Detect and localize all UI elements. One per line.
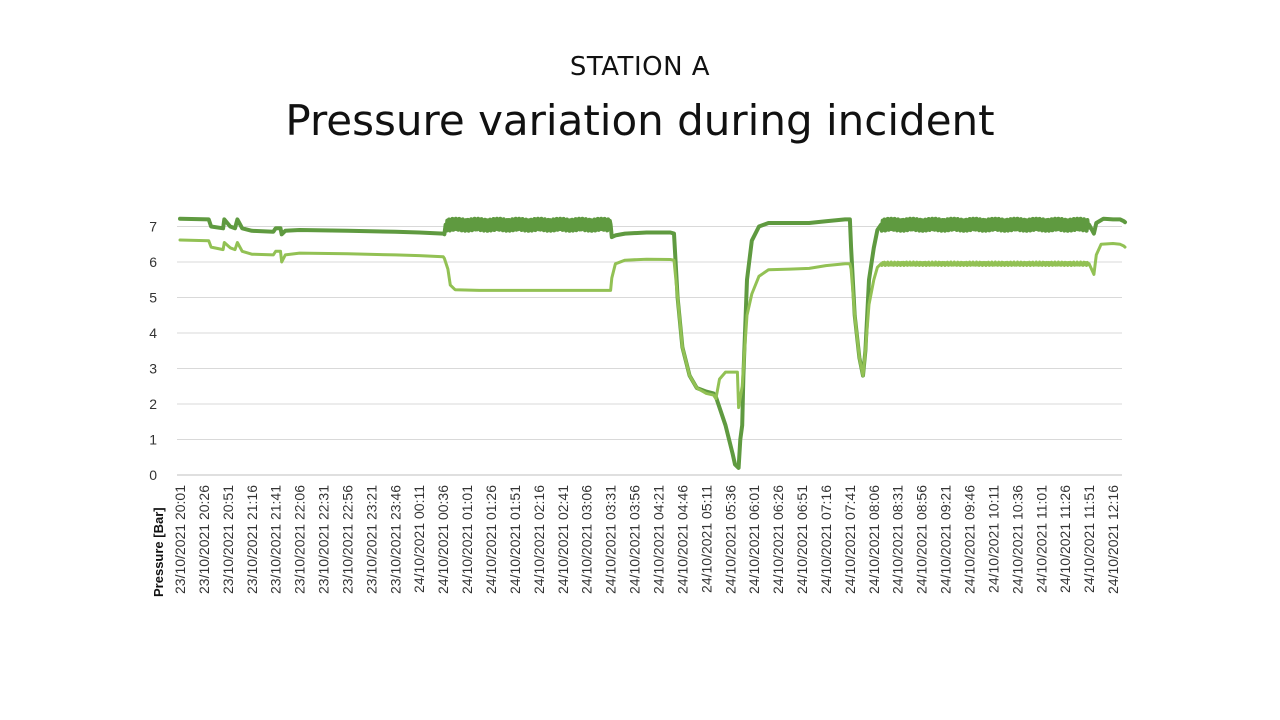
x-tick-label: 23/10/2021 22:56 [339, 485, 355, 594]
series-line-1 [178, 216, 1127, 470]
x-tick-label: 24/10/2021 09:46 [961, 485, 977, 594]
y-axis-label: Pressure [Bar] [151, 507, 166, 597]
x-tick-label: 24/10/2021 11:26 [1057, 485, 1073, 593]
y-tick-label: 3 [149, 361, 157, 377]
x-tick-label: 24/10/2021 04:21 [650, 485, 666, 594]
x-tick-label: 24/10/2021 01:51 [507, 485, 523, 594]
x-tick-label: 24/10/2021 10:11 [985, 485, 1001, 593]
x-axis-ticks: 23/10/2021 20:01 23/10/2021 20:26 23/10/20… [172, 485, 1121, 594]
x-tick-label: 24/10/2021 08:06 [866, 485, 882, 594]
x-tick-label: 24/10/2021 07:41 [842, 485, 858, 594]
y-tick-label: 4 [149, 325, 157, 341]
x-tick-label: 23/10/2021 22:06 [292, 485, 308, 594]
y-tick-label: 2 [149, 396, 157, 412]
y-tick-label: 5 [149, 290, 157, 306]
x-tick-label: 24/10/2021 10:36 [1009, 485, 1025, 594]
x-tick-label: 24/10/2021 00:11 [411, 485, 427, 593]
x-tick-label: 24/10/2021 04:46 [674, 485, 690, 594]
y-tick-label: 0 [149, 467, 157, 483]
x-tick-label: 23/10/2021 23:21 [363, 485, 379, 594]
x-tick-label: 23/10/2021 21:41 [268, 485, 284, 594]
x-tick-label: 23/10/2021 20:26 [196, 485, 212, 594]
series-line-2 [178, 238, 1127, 410]
x-tick-label: 23/10/2021 20:51 [220, 485, 236, 594]
y-axis-ticks: 0 1 2 3 4 5 6 7 [149, 219, 157, 484]
x-tick-label: 24/10/2021 02:16 [531, 485, 547, 594]
y-tick-label: 1 [149, 432, 157, 448]
x-tick-label: 24/10/2021 06:26 [770, 485, 786, 594]
x-tick-label: 24/10/2021 08:56 [914, 485, 930, 594]
series-lines [178, 216, 1127, 470]
x-tick-label: 24/10/2021 01:01 [459, 485, 475, 594]
y-tick-label: 7 [149, 219, 157, 235]
x-tick-label: 24/10/2021 03:06 [579, 485, 595, 594]
x-tick-label: 23/10/2021 20:01 [172, 485, 188, 594]
x-tick-label: 24/10/2021 06:01 [746, 485, 762, 594]
x-tick-label: 24/10/2021 02:41 [555, 485, 571, 594]
x-tick-label: 24/10/2021 03:31 [603, 485, 619, 594]
chart-subtitle: STATION A [569, 52, 711, 82]
x-tick-label: 23/10/2021 22:31 [316, 485, 332, 594]
chart-title: Pressure variation during incident [285, 96, 995, 145]
y-tick-label: 6 [149, 254, 157, 270]
x-tick-label: 24/10/2021 11:01 [1033, 485, 1049, 593]
x-tick-label: 24/10/2021 12:16 [1105, 485, 1121, 594]
x-tick-label: 24/10/2021 00:36 [435, 485, 451, 594]
x-tick-label: 24/10/2021 01:26 [483, 485, 499, 594]
x-tick-label: 23/10/2021 23:46 [387, 485, 403, 594]
x-tick-label: 24/10/2021 03:56 [627, 485, 643, 594]
x-tick-label: 23/10/2021 21:16 [244, 485, 260, 594]
x-tick-label: 24/10/2021 05:36 [722, 485, 738, 594]
x-tick-label: 24/10/2021 08:31 [890, 485, 906, 594]
x-tick-label: 24/10/2021 06:51 [794, 485, 810, 594]
x-tick-label: 24/10/2021 05:11 [698, 485, 714, 593]
x-tick-label: 24/10/2021 09:21 [938, 485, 954, 594]
x-tick-label: 24/10/2021 07:16 [818, 485, 834, 594]
x-tick-label: 24/10/2021 11:51 [1081, 485, 1097, 593]
